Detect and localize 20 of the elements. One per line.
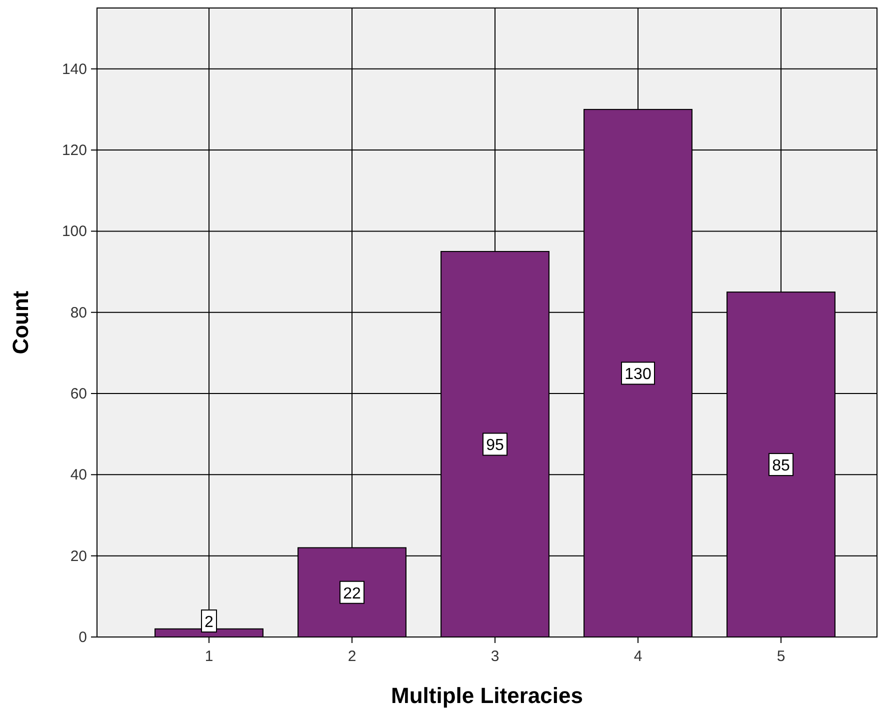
x-axis-title: Multiple Literacies — [391, 683, 583, 708]
x-tick-label: 2 — [348, 648, 356, 665]
x-tick-label: 3 — [490, 648, 500, 665]
data-label: 95 — [486, 437, 504, 454]
data-label: 2 — [204, 614, 214, 631]
y-tick-label: 120 — [62, 142, 87, 160]
data-label: 85 — [772, 458, 790, 475]
y-tick-label: 0 — [78, 629, 87, 646]
y-tick-label: 40 — [70, 466, 87, 484]
data-label: 22 — [343, 585, 361, 602]
x-tick-label: 5 — [776, 648, 786, 665]
data-label: 130 — [624, 366, 652, 384]
y-tick-label: 60 — [70, 386, 87, 403]
y-axis-title: Count — [8, 290, 33, 354]
x-tick-label: 1 — [204, 648, 214, 665]
y-tick-label: 100 — [62, 223, 87, 240]
y-tick-label: 80 — [70, 304, 87, 322]
x-tick-label: 4 — [634, 648, 642, 665]
y-tick-label: 140 — [62, 60, 87, 78]
y-tick-label: 20 — [70, 548, 87, 565]
